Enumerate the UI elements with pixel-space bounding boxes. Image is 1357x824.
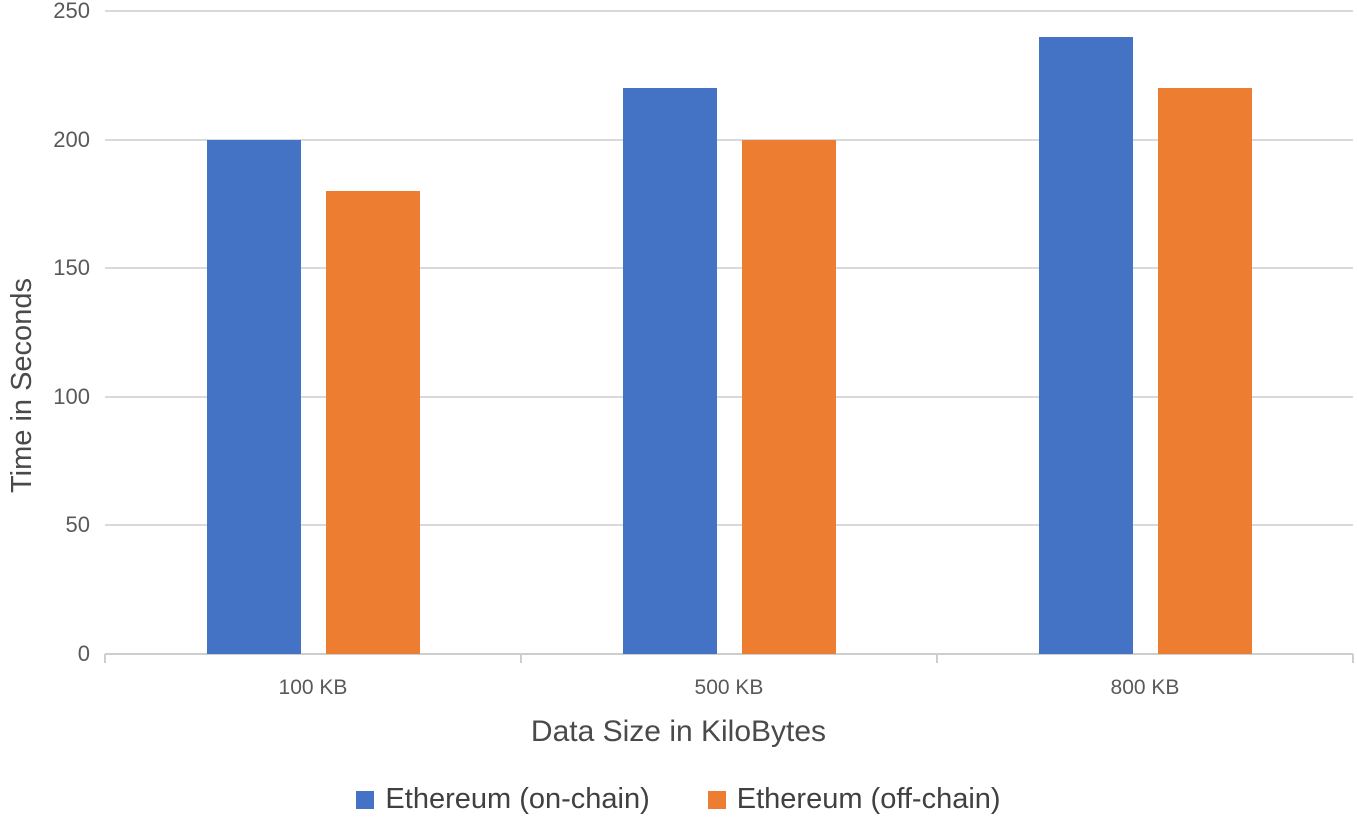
x-category-label: 800 KB xyxy=(1110,676,1180,699)
x-axis-tick xyxy=(936,654,938,663)
x-axis-title: Data Size in KiloBytes xyxy=(530,715,827,748)
legend-item-ethereum-on-chain: Ethereum (on-chain) xyxy=(356,783,650,815)
y-axis-title: Time in Seconds xyxy=(5,277,38,493)
x-category-label: 100 KB xyxy=(278,676,348,699)
y-tick-label: 150 xyxy=(53,255,90,281)
y-tick-label: 100 xyxy=(53,383,90,409)
gridline xyxy=(105,395,1353,398)
bar-ethereum-on-chain-800-kb xyxy=(1038,36,1133,654)
x-category-label: 500 KB xyxy=(694,676,764,699)
legend-label: Ethereum (off-chain) xyxy=(736,783,1001,815)
legend-swatch-icon xyxy=(707,790,726,809)
legend-label: Ethereum (on-chain) xyxy=(385,783,650,815)
bar-ethereum-off-chain-100-kb xyxy=(325,191,420,654)
legend: Ethereum (on-chain) Ethereum (off-chain) xyxy=(0,785,1357,814)
gridline xyxy=(105,524,1353,527)
gridline xyxy=(105,138,1353,141)
x-axis-tick xyxy=(104,654,106,663)
y-axis-title-wrap: Time in Seconds xyxy=(0,60,44,710)
bar-ethereum-off-chain-500-kb xyxy=(741,139,836,654)
bar-group-500-kb xyxy=(521,11,937,654)
bar-group-800-kb xyxy=(937,11,1353,654)
bar-ethereum-on-chain-100-kb xyxy=(206,139,301,654)
y-tick-label: 250 xyxy=(53,0,90,23)
y-tick-label: 50 xyxy=(65,512,90,538)
gridline xyxy=(105,10,1353,12)
x-axis-line xyxy=(105,653,1353,655)
gridline xyxy=(105,267,1353,270)
x-axis-labels: 100 KB 500 KB 800 KB xyxy=(105,677,1353,698)
y-tick-label: 0 xyxy=(77,641,90,666)
bar-group-100-kb xyxy=(105,11,521,654)
legend-swatch-icon xyxy=(356,790,375,809)
legend-item-ethereum-off-chain: Ethereum (off-chain) xyxy=(707,783,1001,815)
bar-ethereum-off-chain-800-kb xyxy=(1157,88,1252,654)
y-tick-label: 200 xyxy=(53,126,90,152)
plot-area: 0 50 100 150 200 250 xyxy=(53,0,1354,665)
x-axis-tick xyxy=(520,654,522,663)
bar-ethereum-on-chain-500-kb xyxy=(622,88,717,654)
x-axis-tick xyxy=(1352,654,1354,663)
